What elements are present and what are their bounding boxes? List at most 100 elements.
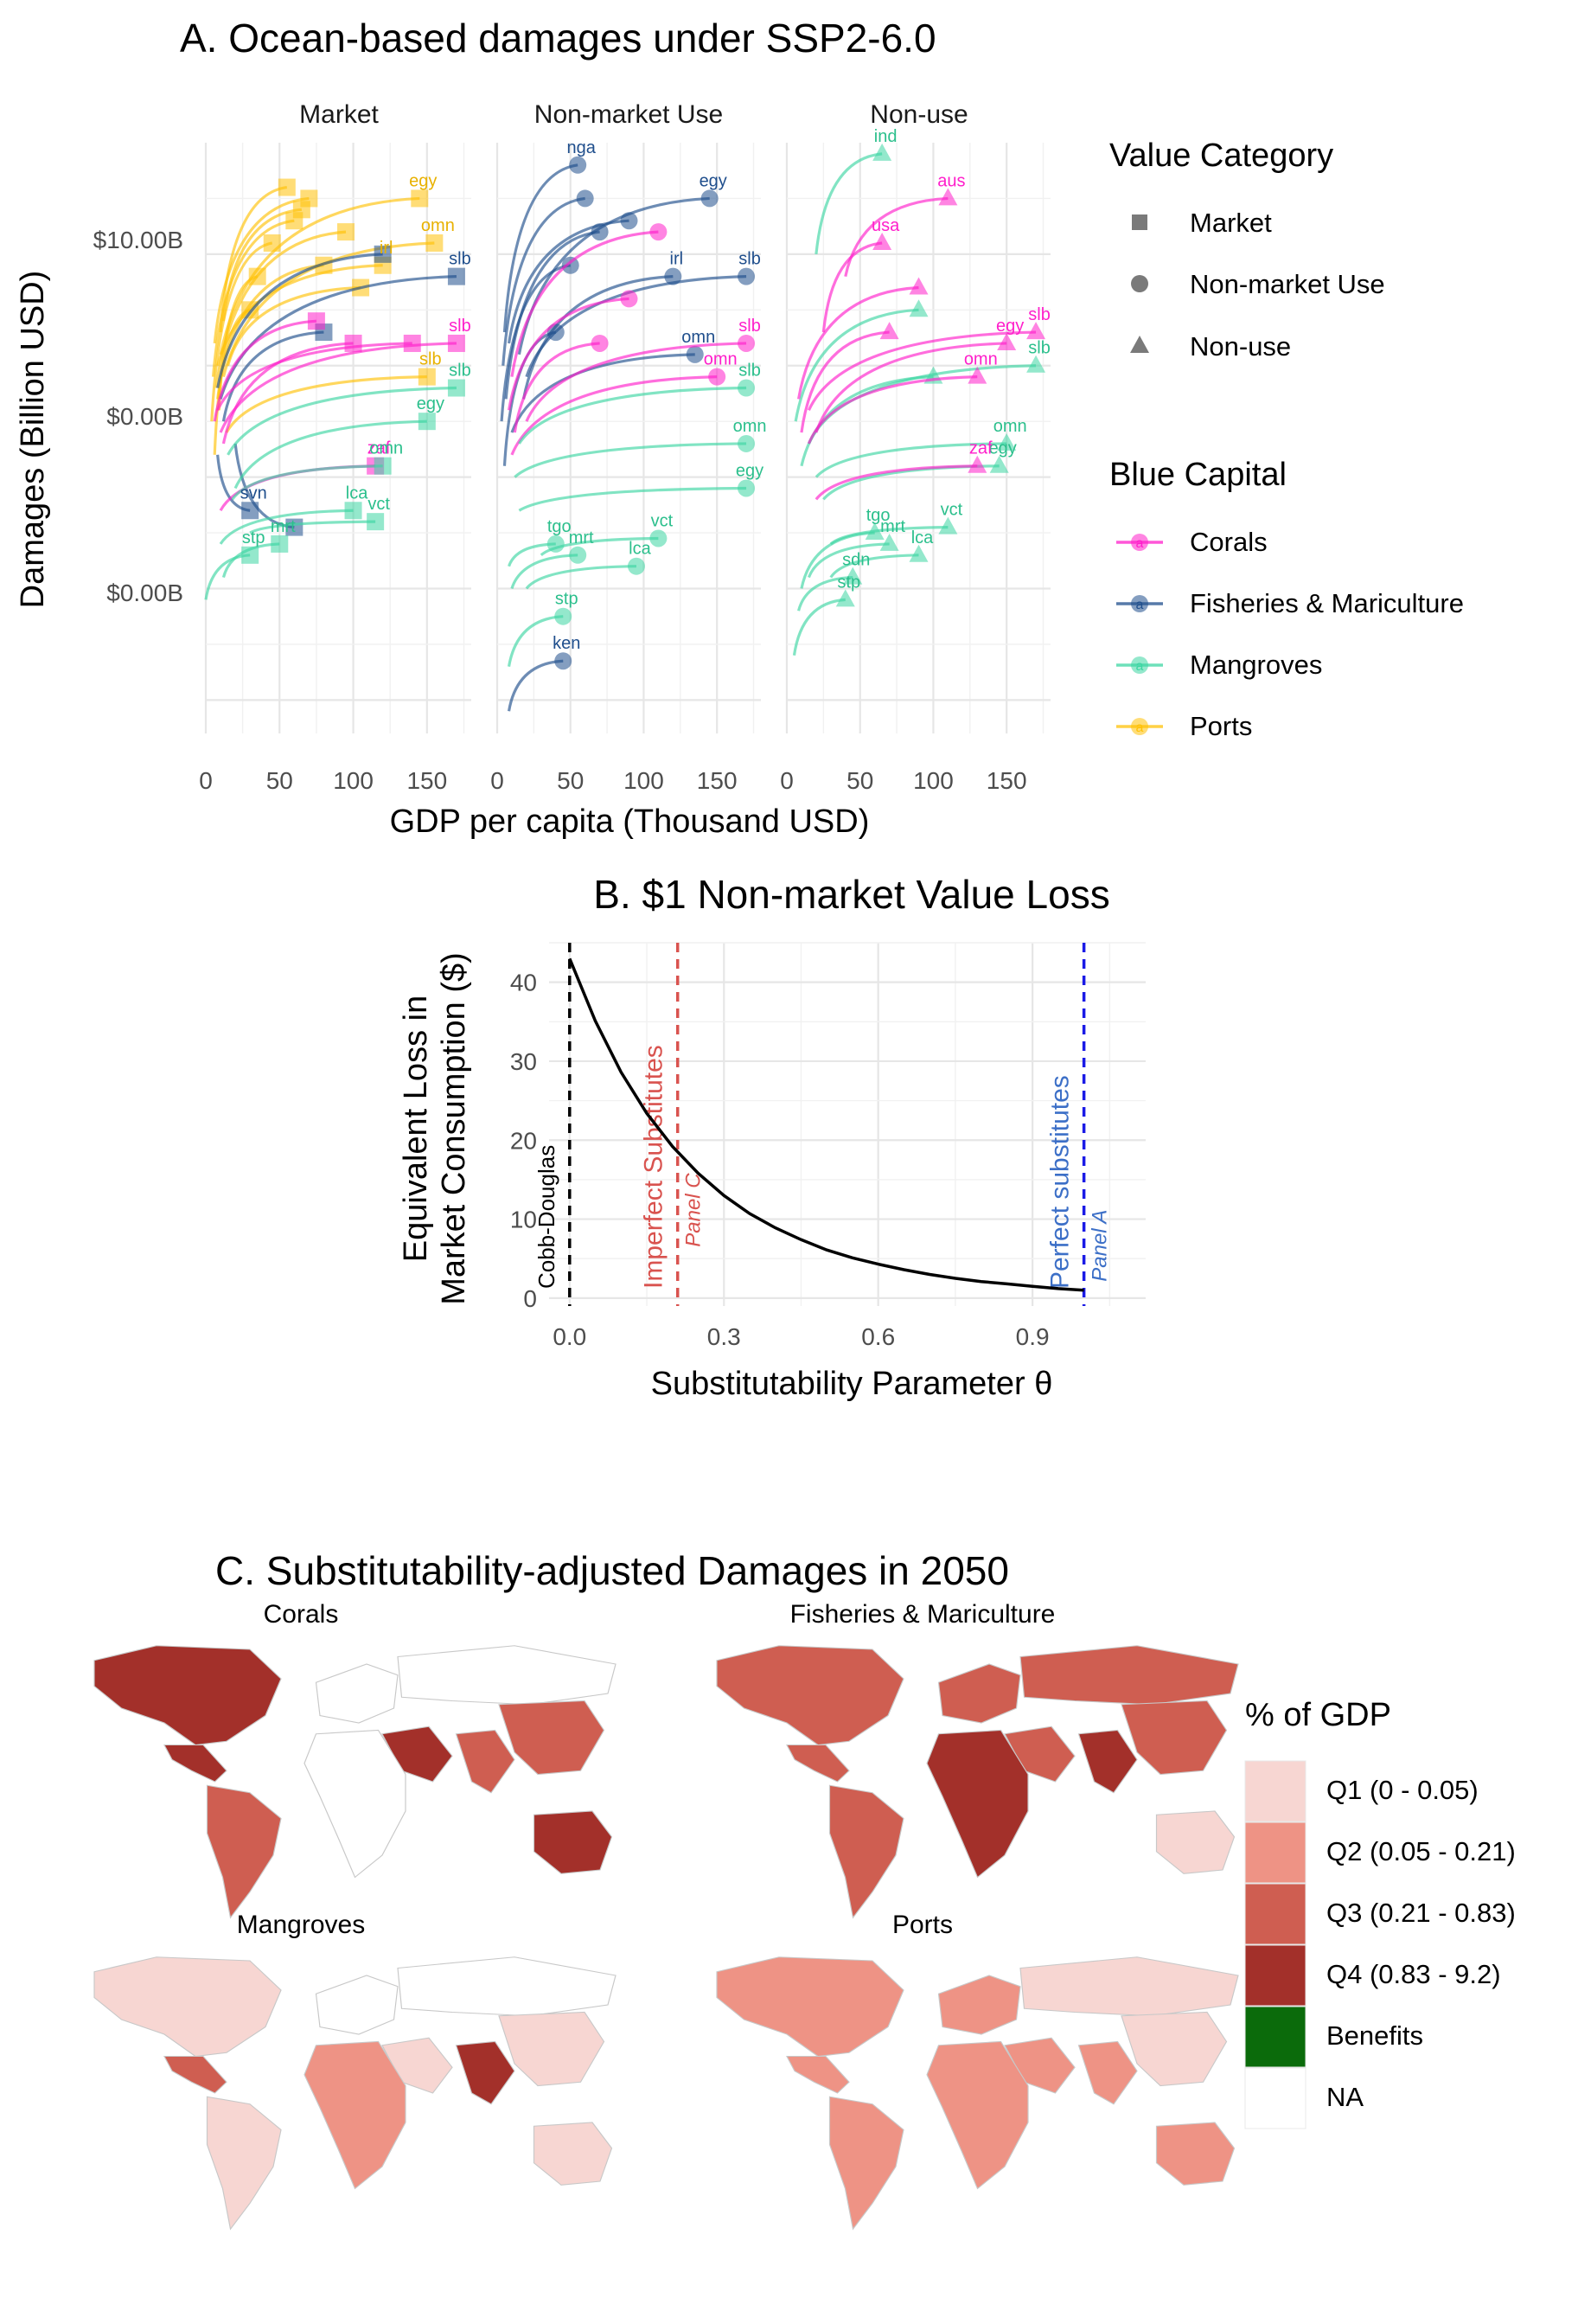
series-line (815, 342, 1007, 433)
map-region (315, 1975, 399, 2035)
legend-capital-fisheries: Fisheries & Mariculture (1190, 588, 1464, 618)
map-region (716, 1645, 904, 1746)
country-label: slb (1028, 339, 1051, 358)
reference-line-label: Cobb-Douglas (533, 1145, 559, 1289)
country-label: zaf (969, 439, 993, 458)
country-label: omn (369, 439, 403, 458)
series-circle-marker (620, 290, 638, 308)
panel-b-gridlines (549, 942, 1146, 1306)
series-circle-marker (554, 652, 572, 670)
x-tick-label: 150 (697, 767, 738, 794)
legend-capital-title: Blue Capital (1109, 457, 1287, 493)
series-circle-marker (620, 212, 638, 230)
map-title-corals: Corals (264, 1600, 339, 1629)
reference-line-sublabel: Panel A (1089, 1210, 1112, 1282)
series-line (800, 375, 934, 467)
series-line (800, 531, 875, 589)
x-tick-label: 50 (846, 767, 873, 794)
panel-b-reference-lines: Cobb-Douglas Imperfect Substitutes Panel C… (533, 943, 1112, 1306)
series-triangle-marker (879, 533, 899, 551)
country-label: stp (242, 528, 265, 547)
map-region (93, 1645, 282, 1746)
map-title-ports: Ports (892, 1911, 953, 1939)
facet-label-nonmarket-use: Non-market Use (534, 100, 723, 129)
map-region (926, 1729, 1029, 1879)
series-line (221, 342, 354, 445)
series-line (249, 520, 376, 535)
legend-value-title: Value Category (1109, 138, 1333, 174)
map-region (786, 2055, 850, 2094)
x-tick-label: 0.6 (861, 1323, 895, 1350)
panel-b-title: B. $1 Non-market Value Loss (593, 872, 1109, 917)
x-tick-label: 50 (557, 767, 584, 794)
country-label: svn (240, 483, 267, 503)
series-line (540, 536, 659, 557)
country-label: slb (449, 250, 471, 269)
reference-line-label: Imperfect Substitutes (640, 1045, 668, 1289)
series-triangle-marker (968, 366, 987, 384)
series-line (221, 330, 324, 422)
series-square-marker (263, 234, 281, 252)
series-circle-marker (576, 189, 594, 208)
map-region (937, 1663, 1021, 1724)
country-label: nga (567, 138, 597, 157)
y-tick-label: $0.00B (106, 579, 183, 606)
series-line (221, 208, 302, 322)
country-label: tgo (866, 506, 891, 525)
series-triangle-marker (938, 188, 958, 206)
panel-b-tick-labels: 0 10 20 30 40 0.0 0.3 0.6 0.9 (510, 970, 1050, 1350)
x-tick-label: 0.3 (707, 1323, 741, 1350)
country-label: mrt (271, 517, 296, 536)
x-tick-label: 100 (623, 767, 664, 794)
country-label: mrt (880, 517, 905, 536)
y-tick-label: $10.00B (93, 227, 183, 253)
series-square-marker (418, 368, 436, 386)
series-line (500, 264, 571, 422)
legend-swatch (1244, 1883, 1306, 1945)
series-line (807, 542, 890, 579)
country-label: slb (449, 317, 471, 336)
map-region (206, 2096, 282, 2231)
panel-b-y-axis-label-line1: Equivalent Loss in (398, 996, 434, 1262)
series-line (507, 615, 564, 667)
country-label: irl (670, 250, 684, 269)
panel-b-curve (568, 957, 1084, 1292)
legend-value-nonuse: Non-use (1190, 331, 1291, 362)
series-triangle-marker (909, 299, 929, 317)
map-region (498, 1700, 605, 1776)
series-triangle-marker (909, 544, 929, 562)
series-line (227, 285, 361, 367)
series-circle-marker (700, 189, 719, 208)
series-circle-marker (627, 557, 645, 575)
country-label: lca (911, 528, 934, 547)
y-tick-label: 0 (523, 1285, 537, 1312)
series-circle-marker (591, 334, 609, 352)
y-tick-label: 10 (510, 1207, 537, 1233)
x-tick-label: 0.0 (553, 1323, 586, 1350)
series-triangle-marker (968, 455, 987, 473)
country-label: vct (367, 495, 390, 514)
country-label: zaf (367, 439, 391, 458)
series-line (815, 442, 1007, 478)
world-map (93, 1645, 617, 1919)
series-square-marker (447, 334, 465, 352)
series-line (216, 342, 412, 411)
world-map (716, 1956, 1239, 2231)
series-line (796, 285, 919, 400)
series-circle-marker (738, 434, 756, 452)
y-tick-label: 20 (510, 1127, 537, 1154)
country-label: sdn (842, 551, 870, 570)
legend-glyph: a (1136, 720, 1144, 735)
facet-label-market: Market (299, 100, 379, 129)
country-label: omn (733, 417, 767, 436)
legend-swatch (1244, 1821, 1306, 1884)
panel-a-title: A. Ocean-based damages under SSP2-6.0 (180, 16, 936, 61)
series-triangle-marker (872, 143, 892, 161)
series-circle-marker (554, 607, 572, 625)
legend-glyph: a (1136, 659, 1144, 674)
country-label: slb (1028, 305, 1051, 324)
legend-gdp-q4: Q4 (0.83 - 9.2) (1326, 1959, 1501, 1989)
series-line (513, 342, 600, 433)
series-triangle-marker (997, 332, 1017, 350)
country-label: slb (738, 317, 761, 336)
